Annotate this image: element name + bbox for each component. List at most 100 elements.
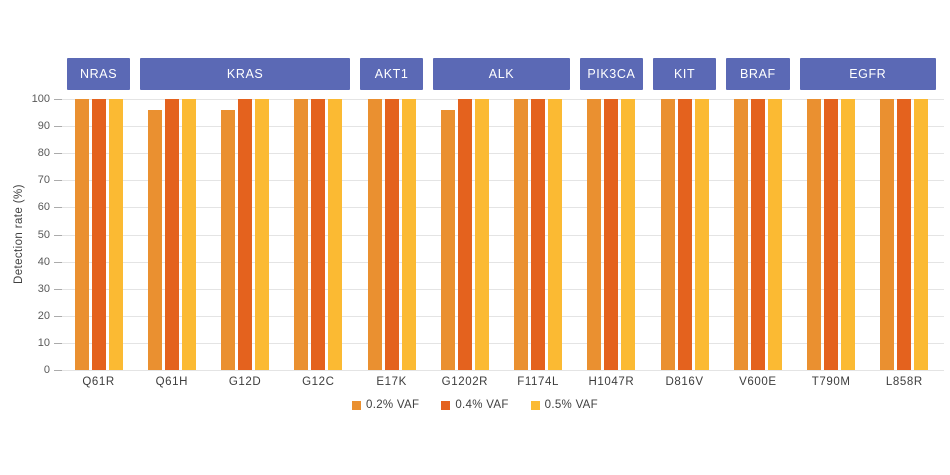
- bar-e17k-0.5vaf: [401, 99, 416, 370]
- legend-item-0.2vaf: 0.2% VAF: [352, 399, 419, 411]
- bar-t790m-0.4vaf: [824, 99, 839, 370]
- y-tick-label: 80: [37, 147, 50, 160]
- bar-e17k-0.4vaf: [384, 99, 399, 370]
- legend-swatch-icon: [530, 400, 540, 410]
- y-tick-label: 60: [37, 201, 50, 214]
- bar-h1047r-0.2vaf: [587, 99, 602, 370]
- gridline-90: [62, 126, 944, 128]
- bar-f1174l-0.2vaf: [514, 99, 529, 370]
- bar-d816v-0.4vaf: [677, 99, 692, 370]
- legend: 0.2% VAF 0.4% VAF 0.5% VAF: [0, 399, 950, 411]
- y-tick-mark-90: [54, 126, 62, 128]
- y-tick-mark-20: [54, 315, 62, 317]
- y-tick-mark-0: [54, 370, 62, 371]
- x-axis-label-l858r: L858R: [885, 376, 923, 388]
- y-tick-mark-30: [54, 288, 62, 290]
- y-tick-label: 70: [37, 174, 50, 187]
- bar-l858r-0.5vaf: [914, 99, 929, 370]
- gene-group-box-kras: KRAS: [140, 58, 350, 90]
- bar-d816v-0.2vaf: [660, 99, 675, 370]
- bar-e17k-0.2vaf: [367, 99, 382, 370]
- x-axis-label-g12c: G12C: [302, 376, 335, 388]
- gridline-10: [62, 342, 944, 344]
- legend-label: 0.2% VAF: [366, 399, 420, 411]
- bar-g12d-0.4vaf: [238, 99, 253, 370]
- bar-q61h-0.5vaf: [181, 99, 196, 370]
- bar-g12c-0.5vaf: [328, 99, 343, 370]
- gridline-50: [62, 234, 944, 236]
- gene-group-box-pik3ca: PIK3CA: [579, 58, 643, 90]
- legend-label: 0.5% VAF: [544, 399, 598, 411]
- x-axis-label-e17k: E17K: [376, 376, 407, 388]
- bar-d816v-0.5vaf: [694, 99, 709, 370]
- gene-group-box-alk: ALK: [433, 58, 570, 90]
- bar-v600e-0.2vaf: [733, 99, 748, 370]
- gene-group-box-nras: NRAS: [67, 58, 131, 90]
- gene-group-box-egfr: EGFR: [799, 58, 936, 90]
- x-axis-label-f1174l: F1174L: [517, 376, 559, 388]
- y-tick-label: 30: [37, 282, 50, 295]
- y-tick-label: 40: [37, 255, 50, 268]
- bar-v600e-0.5vaf: [767, 99, 782, 370]
- y-tick-label: 100: [31, 93, 50, 105]
- bar-l858r-0.2vaf: [880, 99, 895, 370]
- y-tick-mark-50: [54, 234, 62, 236]
- gridline-70: [62, 180, 944, 182]
- x-axis-label-q61h: Q61H: [155, 376, 189, 388]
- bar-t790m-0.5vaf: [841, 99, 856, 370]
- gridline-20: [62, 315, 944, 317]
- gridline-40: [62, 261, 944, 263]
- bar-g12d-0.5vaf: [255, 99, 270, 370]
- bar-v600e-0.4vaf: [750, 99, 765, 370]
- bar-g1202r-0.2vaf: [440, 109, 455, 370]
- gridline-100: [62, 99, 944, 100]
- legend-label: 0.4% VAF: [455, 399, 509, 411]
- gridline-60: [62, 207, 944, 209]
- bar-f1174l-0.4vaf: [531, 99, 546, 370]
- x-axis-label-h1047r: H1047R: [588, 376, 635, 388]
- y-tick-label: 90: [37, 120, 50, 133]
- bar-g1202r-0.5vaf: [474, 99, 489, 370]
- y-tick-label: 20: [37, 309, 50, 322]
- gene-group-box-akt1: AKT1: [360, 58, 424, 90]
- bar-h1047r-0.5vaf: [621, 99, 636, 370]
- y-tick-mark-10: [54, 342, 62, 344]
- y-tick-mark-40: [54, 261, 62, 263]
- y-tick-mark-80: [54, 153, 62, 155]
- gridline-0: [62, 370, 944, 371]
- gridline-30: [62, 288, 944, 290]
- x-axis-label-g12d: G12D: [228, 376, 262, 388]
- x-axis-label-q61r: Q61R: [82, 376, 115, 388]
- bar-l858r-0.4vaf: [897, 99, 912, 370]
- x-axis-label-d816v: D816V: [665, 376, 704, 388]
- bar-g12c-0.2vaf: [294, 99, 309, 370]
- bar-q61h-0.4vaf: [164, 99, 179, 370]
- legend-item-0.5vaf: 0.5% VAF: [530, 399, 598, 411]
- bar-q61h-0.2vaf: [147, 109, 162, 370]
- legend-swatch-icon: [441, 400, 451, 410]
- y-tick-label: 10: [37, 336, 50, 349]
- bar-g1202r-0.4vaf: [457, 99, 472, 370]
- bar-q61r-0.4vaf: [91, 99, 106, 370]
- x-axis-label-g1202r: G1202R: [441, 376, 489, 388]
- y-tick-label: 0: [43, 364, 50, 376]
- y-tick-mark-60: [54, 207, 62, 209]
- x-axis-label-t790m: T790M: [811, 376, 851, 388]
- gene-group-box-braf: BRAF: [726, 58, 790, 90]
- x-axis-label-v600e: V600E: [739, 376, 777, 388]
- legend-item-0.4vaf: 0.4% VAF: [441, 399, 508, 411]
- y-tick-mark-70: [54, 180, 62, 182]
- gridline-80: [62, 153, 944, 155]
- gene-group-box-kit: KIT: [653, 58, 717, 90]
- y-tick-label: 50: [37, 228, 50, 241]
- bar-q61r-0.5vaf: [108, 99, 123, 370]
- bar-h1047r-0.4vaf: [604, 99, 619, 370]
- bar-g12d-0.2vaf: [221, 109, 236, 370]
- y-tick-mark-100: [54, 99, 62, 100]
- bar-g12c-0.4vaf: [311, 99, 326, 370]
- bar-f1174l-0.5vaf: [548, 99, 563, 370]
- legend-swatch-icon: [352, 400, 361, 410]
- bar-q61r-0.2vaf: [74, 99, 89, 370]
- bar-t790m-0.2vaf: [807, 99, 822, 370]
